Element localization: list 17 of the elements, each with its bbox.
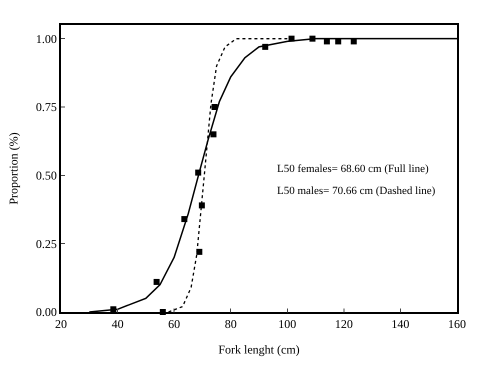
annotation: L50 females= 68.60 cm (Full line): [277, 163, 429, 175]
y-tick-label: 0.25: [36, 236, 57, 251]
y-axis-title: Proportion (%): [6, 132, 21, 205]
x-tick-label: 20: [55, 317, 67, 332]
x-tick-label: 100: [278, 317, 296, 332]
x-tick-label: 60: [168, 317, 180, 332]
x-tick-label: 120: [334, 317, 353, 332]
y-tick-label: 0.75: [36, 100, 57, 114]
annotation: L50 males= 70.66 cm (Dashed line): [277, 185, 436, 197]
x-axis-title: Fork lenght (cm): [218, 342, 300, 357]
x-tick-label: 80: [224, 317, 237, 332]
x-tick-label: 140: [391, 317, 410, 332]
y-tick-label: 0.50: [36, 168, 57, 183]
x-tick-label: 160: [448, 317, 466, 332]
x-tick-label: 40: [112, 317, 124, 332]
y-tick-label: 0.00: [36, 305, 57, 320]
y-tick-label: 1.00: [36, 32, 57, 46]
